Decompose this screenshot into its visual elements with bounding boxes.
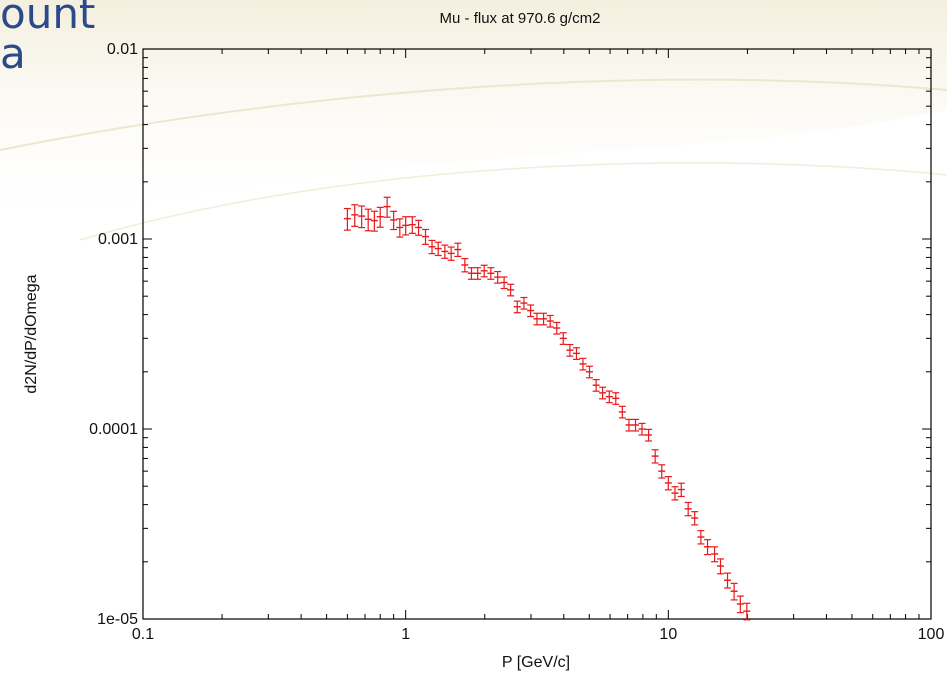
data-point [625,418,633,432]
data-point [447,246,455,261]
data-point [527,304,535,318]
x-tick-label: 100 [918,626,945,643]
y-tick-label: 0.01 [107,41,138,58]
y-tick-label: 0.001 [98,231,138,248]
data-point [351,204,359,227]
data-point [461,258,469,273]
data-point [664,476,672,491]
data-point [454,242,462,258]
data-point [390,210,398,231]
data-point [585,365,593,379]
data-point [383,196,391,218]
data-point [500,276,508,290]
data-point [422,228,430,245]
data-point [717,558,725,575]
data-point [487,267,495,280]
data-point [415,219,423,236]
data-point [724,572,732,589]
data-point [677,482,685,498]
data-point [559,332,567,345]
background-curve-2 [79,162,947,241]
data-point [658,464,666,479]
data-point [546,314,554,328]
data-point [358,205,366,229]
slide-text-line-1: ount [0,0,96,38]
data-point [612,392,620,405]
data-point [396,218,404,238]
data-point [632,418,640,432]
data-point [474,267,482,280]
data-point [513,300,521,314]
data-point [533,312,541,326]
data-point [618,405,626,419]
data-point [743,602,751,621]
slide-text-line-2: a [0,29,26,78]
axis-tick-labels: 0.1 1 10 100 1e-05 0.0001 0.001 0.01 [89,41,944,643]
data-point [540,312,548,326]
y-axis-title: d2N/dP/dOmega [23,274,40,393]
data-point [343,207,351,231]
data-point [572,347,580,360]
data-point [651,449,659,464]
x-tick-label: 10 [659,626,677,643]
data-point [736,595,744,614]
data-point [441,244,449,259]
data-point [605,390,613,404]
data-point [434,241,442,257]
y-tick-label: 0.0001 [89,421,138,438]
data-point [553,321,561,335]
chart-title: Mu - flux at 970.6 g/cm2 [440,10,601,27]
data-point [507,283,515,297]
data-point [402,216,410,236]
data-point [697,530,705,545]
data-point [704,539,712,556]
axis-ticks [142,49,931,620]
data-point [684,501,692,517]
data-point [364,208,372,232]
data-point [370,210,378,232]
data-point [592,379,600,392]
x-axis-title: P [GeV/c] [502,654,570,671]
data-point [467,267,475,280]
background-curve-1 [0,78,947,151]
data-point [480,264,488,278]
data-point [730,582,738,601]
data-points [343,196,751,621]
data-point [599,386,607,400]
data-point [579,357,587,371]
data-point [520,296,528,310]
data-point [711,546,719,563]
y-tick-label: 1e-05 [97,611,138,628]
data-point [638,422,646,436]
data-point [566,343,574,357]
plot-area [142,48,932,620]
x-tick-label: 1 [401,626,410,643]
data-point [376,206,384,228]
data-point [494,270,502,284]
background-swoosh [0,0,947,240]
data-point [645,428,653,442]
data-point [671,486,679,501]
data-point [408,216,416,234]
data-point [691,511,699,526]
x-tick-label: 0.1 [132,626,154,643]
data-point [428,239,436,255]
